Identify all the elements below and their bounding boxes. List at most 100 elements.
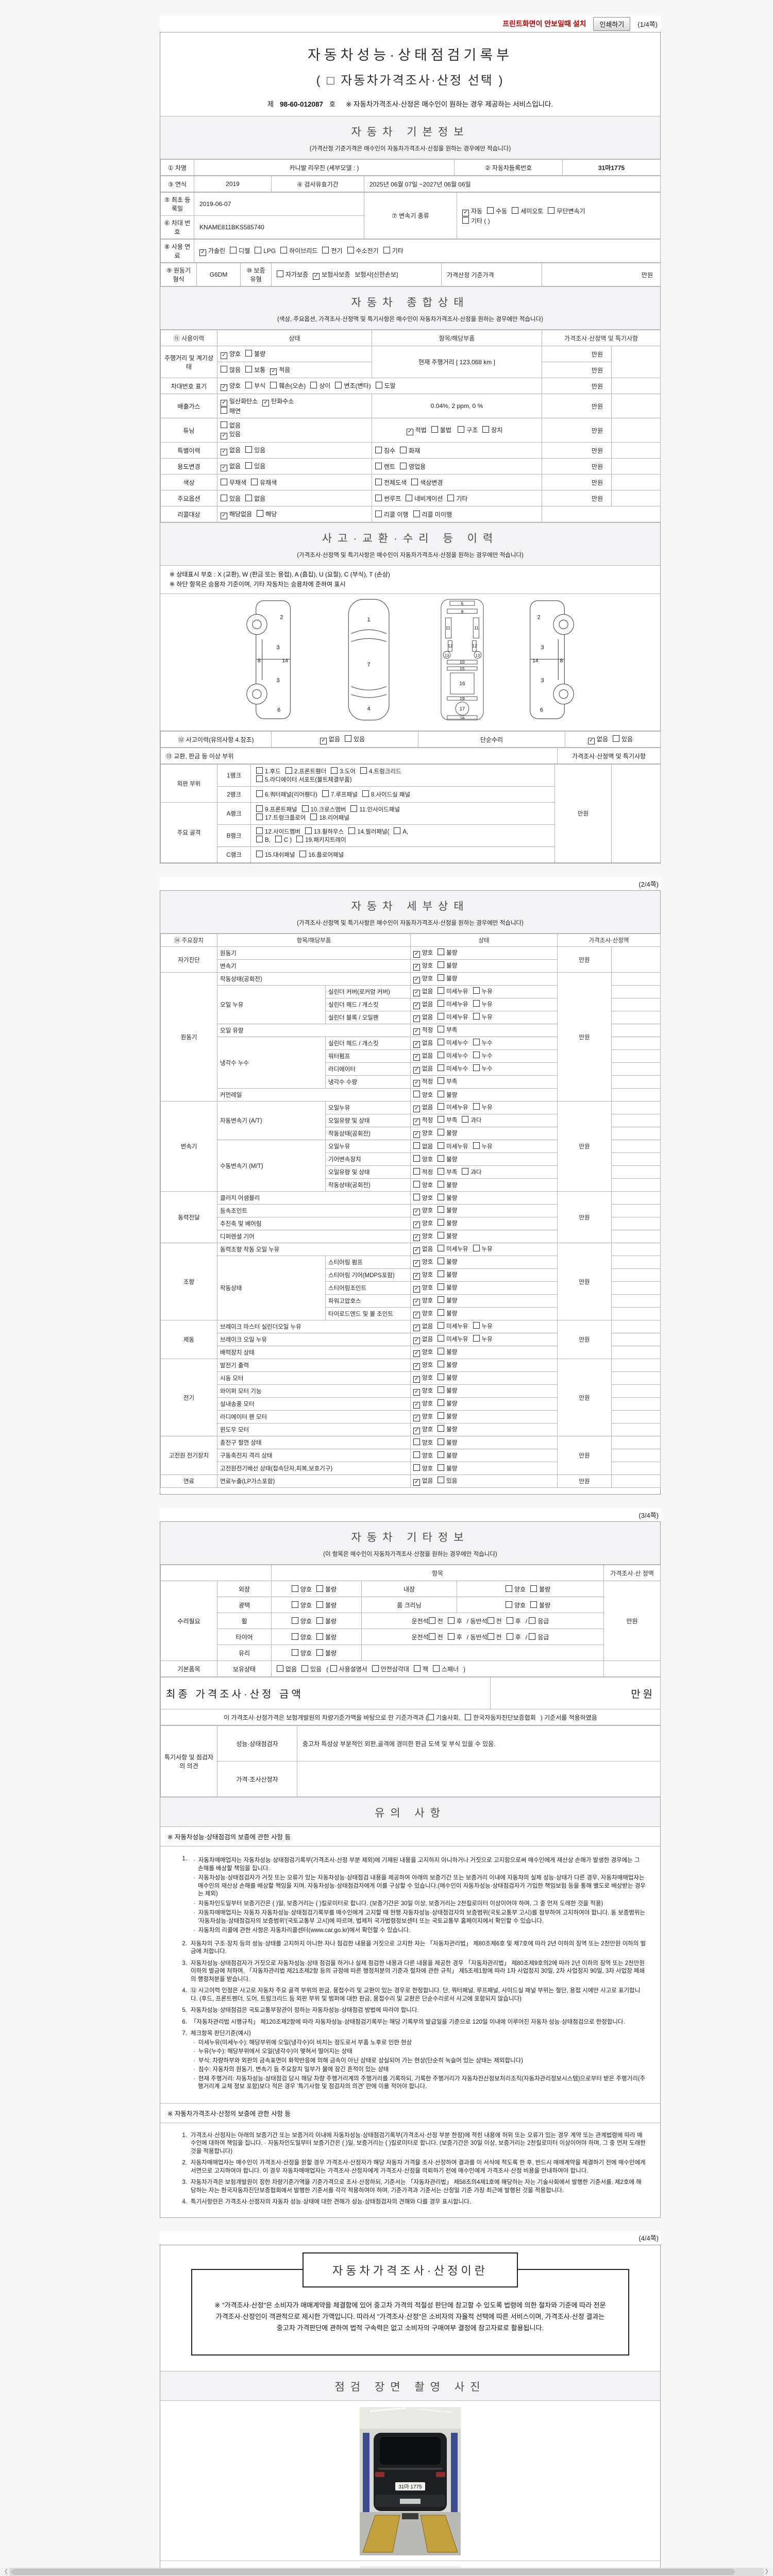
checkbox[interactable]: 양호	[291, 1649, 312, 1657]
checkbox[interactable]: 화재	[400, 446, 420, 455]
checkbox[interactable]: 불량	[530, 1585, 550, 1594]
checkbox[interactable]: 불량	[438, 1270, 457, 1279]
checkbox[interactable]: 없음	[221, 421, 241, 430]
checkbox[interactable]: 없음	[277, 1665, 297, 1673]
checkbox-checked[interactable]: ✓ 양호	[413, 1206, 433, 1215]
checkbox[interactable]: 불량	[438, 1219, 457, 1227]
checkbox[interactable]: LPG	[255, 246, 276, 255]
checkbox[interactable]: 미세누유	[438, 987, 468, 995]
checkbox[interactable]: 양호	[413, 1464, 433, 1472]
checkbox[interactable]: 후	[447, 1633, 462, 1641]
checkbox[interactable]: 불량	[438, 1155, 457, 1163]
checkbox[interactable]: 불량	[438, 1374, 457, 1382]
checkbox[interactable]: 전체도색	[375, 478, 407, 487]
checkbox[interactable]: 누유	[473, 1103, 493, 1111]
checkbox[interactable]: 불량	[438, 1091, 457, 1099]
checkbox[interactable]: 매연	[221, 406, 241, 415]
checkbox[interactable]: 3.도어	[331, 767, 356, 775]
checkbox[interactable]: 불량	[316, 1585, 337, 1594]
checkbox-checked[interactable]: ✓ 양호	[413, 1374, 433, 1383]
checkbox[interactable]: 불량	[438, 1129, 457, 1137]
checkbox-checked[interactable]: ✓ 양호	[413, 961, 433, 971]
checkbox[interactable]: 불량	[438, 1451, 457, 1460]
checkbox[interactable]: 있음	[301, 1665, 322, 1673]
checkbox-checked[interactable]: ✓ 양호	[413, 1309, 433, 1318]
checkbox[interactable]: 양호	[505, 1585, 526, 1594]
checkbox[interactable]: 양호	[413, 1155, 433, 1163]
checkbox[interactable]: 16.플로어패널	[299, 851, 344, 859]
checkbox[interactable]: 부족	[438, 1168, 457, 1176]
checkbox[interactable]: 수소전기	[347, 246, 379, 255]
checkbox[interactable]: 미세누수	[438, 1052, 468, 1060]
checkbox[interactable]: 불량	[438, 1206, 457, 1214]
checkbox[interactable]: 후	[447, 1617, 462, 1625]
checkbox[interactable]: 있음	[613, 735, 633, 743]
checkbox-checked[interactable]: ✓ 없음	[221, 462, 241, 471]
checkbox[interactable]: 불량	[438, 1464, 457, 1472]
checkbox[interactable]: 부족	[438, 1026, 457, 1034]
checkbox-checked[interactable]: ✓ 보험사보증	[313, 270, 350, 280]
checkbox-checked[interactable]: ✓ 없음	[413, 1039, 433, 1048]
checkbox[interactable]: 누유	[473, 1245, 493, 1253]
checkbox[interactable]: 불량	[530, 1601, 550, 1609]
checkbox[interactable]: 세미오토	[512, 207, 543, 215]
checkbox[interactable]: 유채색	[251, 478, 277, 487]
checkbox-checked[interactable]: ✓ 없음	[413, 1335, 433, 1344]
checkbox[interactable]: 있음	[221, 494, 241, 503]
checkbox[interactable]: 도말	[375, 381, 396, 390]
checkbox-checked[interactable]: ✓ 없음	[413, 1000, 433, 1009]
checkbox[interactable]: 자가보증	[277, 270, 308, 279]
checkbox[interactable]: 후	[506, 1617, 521, 1625]
checkbox[interactable]: 구조	[458, 426, 478, 434]
checkbox[interactable]: 1.후드	[256, 767, 281, 775]
checkbox-checked[interactable]: ✓ 없음	[413, 1064, 433, 1074]
checkbox[interactable]: 전	[487, 1633, 502, 1641]
checkbox-checked[interactable]: ✓ 양호	[413, 1258, 433, 1267]
checkbox[interactable]: 불량	[245, 349, 265, 358]
checkbox-checked[interactable]: ✓ 탄화수소	[262, 397, 294, 406]
checkbox[interactable]: 14.필러패널(	[348, 827, 389, 836]
checkbox[interactable]: 9.프론트패널	[256, 805, 297, 814]
checkbox[interactable]: 누수	[473, 1039, 493, 1047]
checkbox[interactable]: 불량	[438, 1412, 457, 1420]
checkbox[interactable]: 침수	[375, 446, 395, 455]
checkbox-checked[interactable]: ✓ 양호	[413, 1386, 433, 1396]
checkbox[interactable]: 불량	[438, 1361, 457, 1369]
checkbox[interactable]: 양호	[413, 1091, 433, 1099]
checkbox[interactable]: 미세누유	[438, 1245, 468, 1253]
checkbox-checked[interactable]: ✓ 없음	[413, 1322, 433, 1331]
checkbox[interactable]: 기타	[447, 494, 467, 503]
checkbox[interactable]: 양호	[505, 1601, 526, 1609]
checkbox-checked[interactable]: ✓ 양호	[413, 948, 433, 958]
checkbox-checked[interactable]: ✓ 없음	[413, 1052, 433, 1061]
checkbox[interactable]: 색상변경	[411, 478, 443, 487]
scroll-right-arrow[interactable]: 〉	[765, 2569, 771, 2575]
checkbox[interactable]: 사용설명서	[330, 1665, 367, 1673]
checkbox[interactable]: 19.패키지트레이	[296, 836, 346, 844]
checkbox[interactable]: 2.프론트휀더	[285, 767, 326, 775]
checkbox-checked[interactable]: ✓ 적음	[270, 365, 290, 375]
checkbox[interactable]: 양호	[291, 1585, 312, 1594]
checkbox[interactable]: 훼손(오손)	[270, 381, 306, 390]
checkbox[interactable]: 없음	[413, 1142, 433, 1150]
checkbox-checked[interactable]: ✓ 없음	[221, 446, 241, 455]
checkbox[interactable]: 누유	[473, 1142, 493, 1150]
checkbox[interactable]: 불량	[438, 1348, 457, 1356]
checkbox[interactable]: 무채색	[221, 478, 246, 487]
checkbox[interactable]: 기술사회,	[427, 1713, 460, 1722]
checkbox[interactable]: 기타 ( )	[462, 216, 490, 225]
checkbox[interactable]: 리콜 미이행	[413, 510, 452, 519]
checkbox-checked[interactable]: ✓ 적정	[413, 1116, 433, 1125]
checkbox-checked[interactable]: ✓ 가솔린	[199, 246, 225, 256]
checkbox[interactable]: 전기	[322, 246, 343, 255]
checkbox[interactable]: 있음	[245, 446, 265, 454]
scrollbar-track[interactable]	[9, 2568, 764, 2576]
checkbox[interactable]: 12.사이드멤버	[256, 827, 300, 836]
checkbox[interactable]: 양호	[291, 1601, 312, 1609]
checkbox[interactable]: 리콜 이행	[375, 510, 409, 519]
checkbox[interactable]: 스패너	[432, 1665, 459, 1673]
checkbox[interactable]: 불량	[316, 1649, 337, 1657]
checkbox[interactable]: 응급	[529, 1633, 549, 1641]
checkbox[interactable]: 있음	[345, 735, 365, 743]
checkbox[interactable]: 17.트렁크플로어	[256, 814, 306, 822]
